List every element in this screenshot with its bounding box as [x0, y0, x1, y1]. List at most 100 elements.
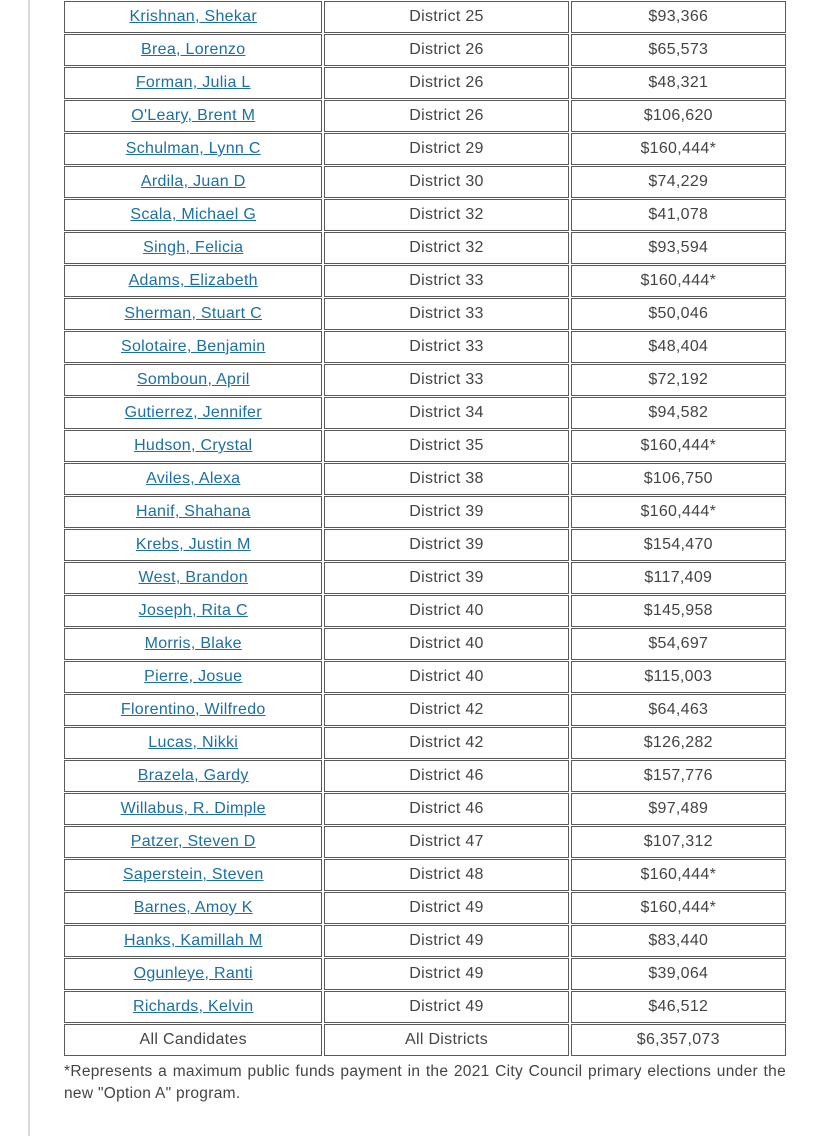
amount-cell: $65,573	[571, 34, 786, 66]
candidate-link[interactable]: Krebs, Justin M	[136, 536, 251, 553]
candidate-name-cell: Barnes, Amoy K	[64, 892, 322, 924]
candidate-name-cell: Hudson, Crystal	[64, 430, 322, 462]
candidate-link[interactable]: Patzer, Steven D	[131, 833, 256, 850]
amount-cell: $160,444*	[571, 892, 786, 924]
district-cell: District 39	[324, 562, 568, 594]
table-row: Joseph, Rita CDistrict 40$145,958	[64, 595, 786, 627]
amount-cell: $74,229	[571, 166, 786, 198]
footnote-text: *Represents a maximum public funds payme…	[62, 1057, 788, 1106]
district-cell: District 49	[324, 991, 568, 1023]
district-cell: District 47	[324, 826, 568, 858]
table-row: Pierre, JosueDistrict 40$115,003	[64, 661, 786, 693]
table-row: Willabus, R. DimpleDistrict 46$97,489	[64, 793, 786, 825]
amount-cell: $160,444*	[571, 496, 786, 528]
candidate-link[interactable]: Pierre, Josue	[144, 668, 242, 685]
amount-cell: $46,512	[571, 991, 786, 1023]
candidate-link[interactable]: Krishnan, Shekar	[129, 8, 257, 25]
candidate-link[interactable]: Ogunleye, Ranti	[134, 965, 253, 982]
amount-cell: $93,366	[571, 1, 786, 33]
candidate-link[interactable]: Hudson, Crystal	[134, 437, 252, 454]
candidate-link[interactable]: Hanif, Shahana	[136, 503, 251, 520]
candidate-link[interactable]: O'Leary, Brent M	[131, 107, 255, 124]
table-row: Ardila, Juan DDistrict 30$74,229	[64, 166, 786, 198]
table-row: Brazela, GardyDistrict 46$157,776	[64, 760, 786, 792]
candidate-name-cell: Saperstein, Steven	[64, 859, 322, 891]
table-row: All CandidatesAll Districts$6,357,073	[64, 1024, 786, 1056]
amount-cell: $117,409	[571, 562, 786, 594]
district-cell: District 26	[324, 34, 568, 66]
district-cell: District 40	[324, 661, 568, 693]
candidate-link[interactable]: Richards, Kelvin	[133, 998, 253, 1015]
candidate-link[interactable]: Joseph, Rita C	[139, 602, 248, 619]
district-cell: District 49	[324, 925, 568, 957]
district-cell: District 39	[324, 496, 568, 528]
candidate-link[interactable]: Morris, Blake	[145, 635, 242, 652]
table-row: Brea, Lorenzo District 26$65,573	[64, 34, 786, 66]
candidate-link[interactable]: Somboun, April	[137, 371, 250, 388]
table-row: Richards, Kelvin District 49$46,512	[64, 991, 786, 1023]
candidate-name-cell: Solotaire, Benjamin	[64, 331, 322, 363]
content-panel: Krishnan, ShekarDistrict 25$93,366Brea, …	[28, 0, 808, 1136]
candidate-link[interactable]: Sherman, Stuart C	[124, 305, 262, 322]
district-cell: District 32	[324, 232, 568, 264]
candidate-link[interactable]: Brazela, Gardy	[138, 767, 249, 784]
table-row: Aviles, AlexaDistrict 38$106,750	[64, 463, 786, 495]
candidate-name-cell: Aviles, Alexa	[64, 463, 322, 495]
candidate-name-cell: All Candidates	[64, 1024, 322, 1056]
candidate-link[interactable]: Scala, Michael G	[130, 206, 256, 223]
amount-cell: $154,470	[571, 529, 786, 561]
candidate-link[interactable]: Gutierrez, Jennifer	[125, 404, 262, 421]
payments-table: Krishnan, ShekarDistrict 25$93,366Brea, …	[62, 0, 788, 1057]
candidate-link[interactable]: Solotaire, Benjamin	[121, 338, 265, 355]
amount-cell: $160,444*	[571, 133, 786, 165]
candidate-link[interactable]: Saperstein, Steven	[123, 866, 264, 883]
table-row: Solotaire, Benjamin District 33$48,404	[64, 331, 786, 363]
table-row: Hudson, CrystalDistrict 35$160,444*	[64, 430, 786, 462]
candidate-name-cell: Somboun, April	[64, 364, 322, 396]
district-cell: District 33	[324, 364, 568, 396]
district-cell: District 29	[324, 133, 568, 165]
candidate-link[interactable]: Lucas, Nikki	[148, 734, 238, 751]
candidate-name-cell: Brazela, Gardy	[64, 760, 322, 792]
candidate-link[interactable]: Barnes, Amoy K	[134, 899, 253, 916]
candidate-name-cell: Ogunleye, Ranti	[64, 958, 322, 990]
amount-cell: $93,594	[571, 232, 786, 264]
district-cell: District 38	[324, 463, 568, 495]
table-row: Patzer, Steven DDistrict 47$107,312	[64, 826, 786, 858]
amount-cell: $94,582	[571, 397, 786, 429]
table-row: Adams, ElizabethDistrict 33$160,444*	[64, 265, 786, 297]
candidate-link[interactable]: Aviles, Alexa	[146, 470, 240, 487]
district-cell: District 26	[324, 67, 568, 99]
candidate-link[interactable]: Ardila, Juan D	[141, 173, 246, 190]
candidate-name-cell: Hanks, Kamillah M	[64, 925, 322, 957]
candidate-name-cell: Brea, Lorenzo	[64, 34, 322, 66]
amount-cell: $64,463	[571, 694, 786, 726]
candidate-link[interactable]: Florentino, Wilfredo	[121, 701, 266, 718]
candidate-link[interactable]: West, Brandon	[139, 569, 248, 586]
amount-cell: $145,958	[571, 595, 786, 627]
table-row: Forman, Julia LDistrict 26$48,321	[64, 67, 786, 99]
amount-cell: $48,404	[571, 331, 786, 363]
table-row: Sherman, Stuart CDistrict 33$50,046	[64, 298, 786, 330]
candidate-name-cell: Ardila, Juan D	[64, 166, 322, 198]
candidate-link[interactable]: Singh, Felicia	[143, 239, 243, 256]
candidate-name-cell: Krebs, Justin M	[64, 529, 322, 561]
table-row: Singh, Felicia District 32$93,594	[64, 232, 786, 264]
candidate-link[interactable]: Willabus, R. Dimple	[121, 800, 266, 817]
candidate-name-cell: Schulman, Lynn C	[64, 133, 322, 165]
candidate-name-cell: O'Leary, Brent M	[64, 100, 322, 132]
candidate-link[interactable]: Brea, Lorenzo	[141, 41, 245, 58]
district-cell: District 33	[324, 298, 568, 330]
district-cell: District 42	[324, 694, 568, 726]
candidate-link[interactable]: Hanks, Kamillah M	[124, 932, 262, 949]
district-cell: District 33	[324, 331, 568, 363]
district-cell: District 39	[324, 529, 568, 561]
candidate-link[interactable]: Adams, Elizabeth	[129, 272, 258, 289]
amount-cell: $41,078	[571, 199, 786, 231]
candidate-name-cell: Richards, Kelvin	[64, 991, 322, 1023]
candidate-link[interactable]: Schulman, Lynn C	[126, 140, 261, 157]
candidate-link[interactable]: Forman, Julia L	[136, 74, 251, 91]
table-row: Krishnan, ShekarDistrict 25$93,366	[64, 1, 786, 33]
amount-cell: $6,357,073	[571, 1024, 786, 1056]
table-row: Somboun, AprilDistrict 33$72,192	[64, 364, 786, 396]
